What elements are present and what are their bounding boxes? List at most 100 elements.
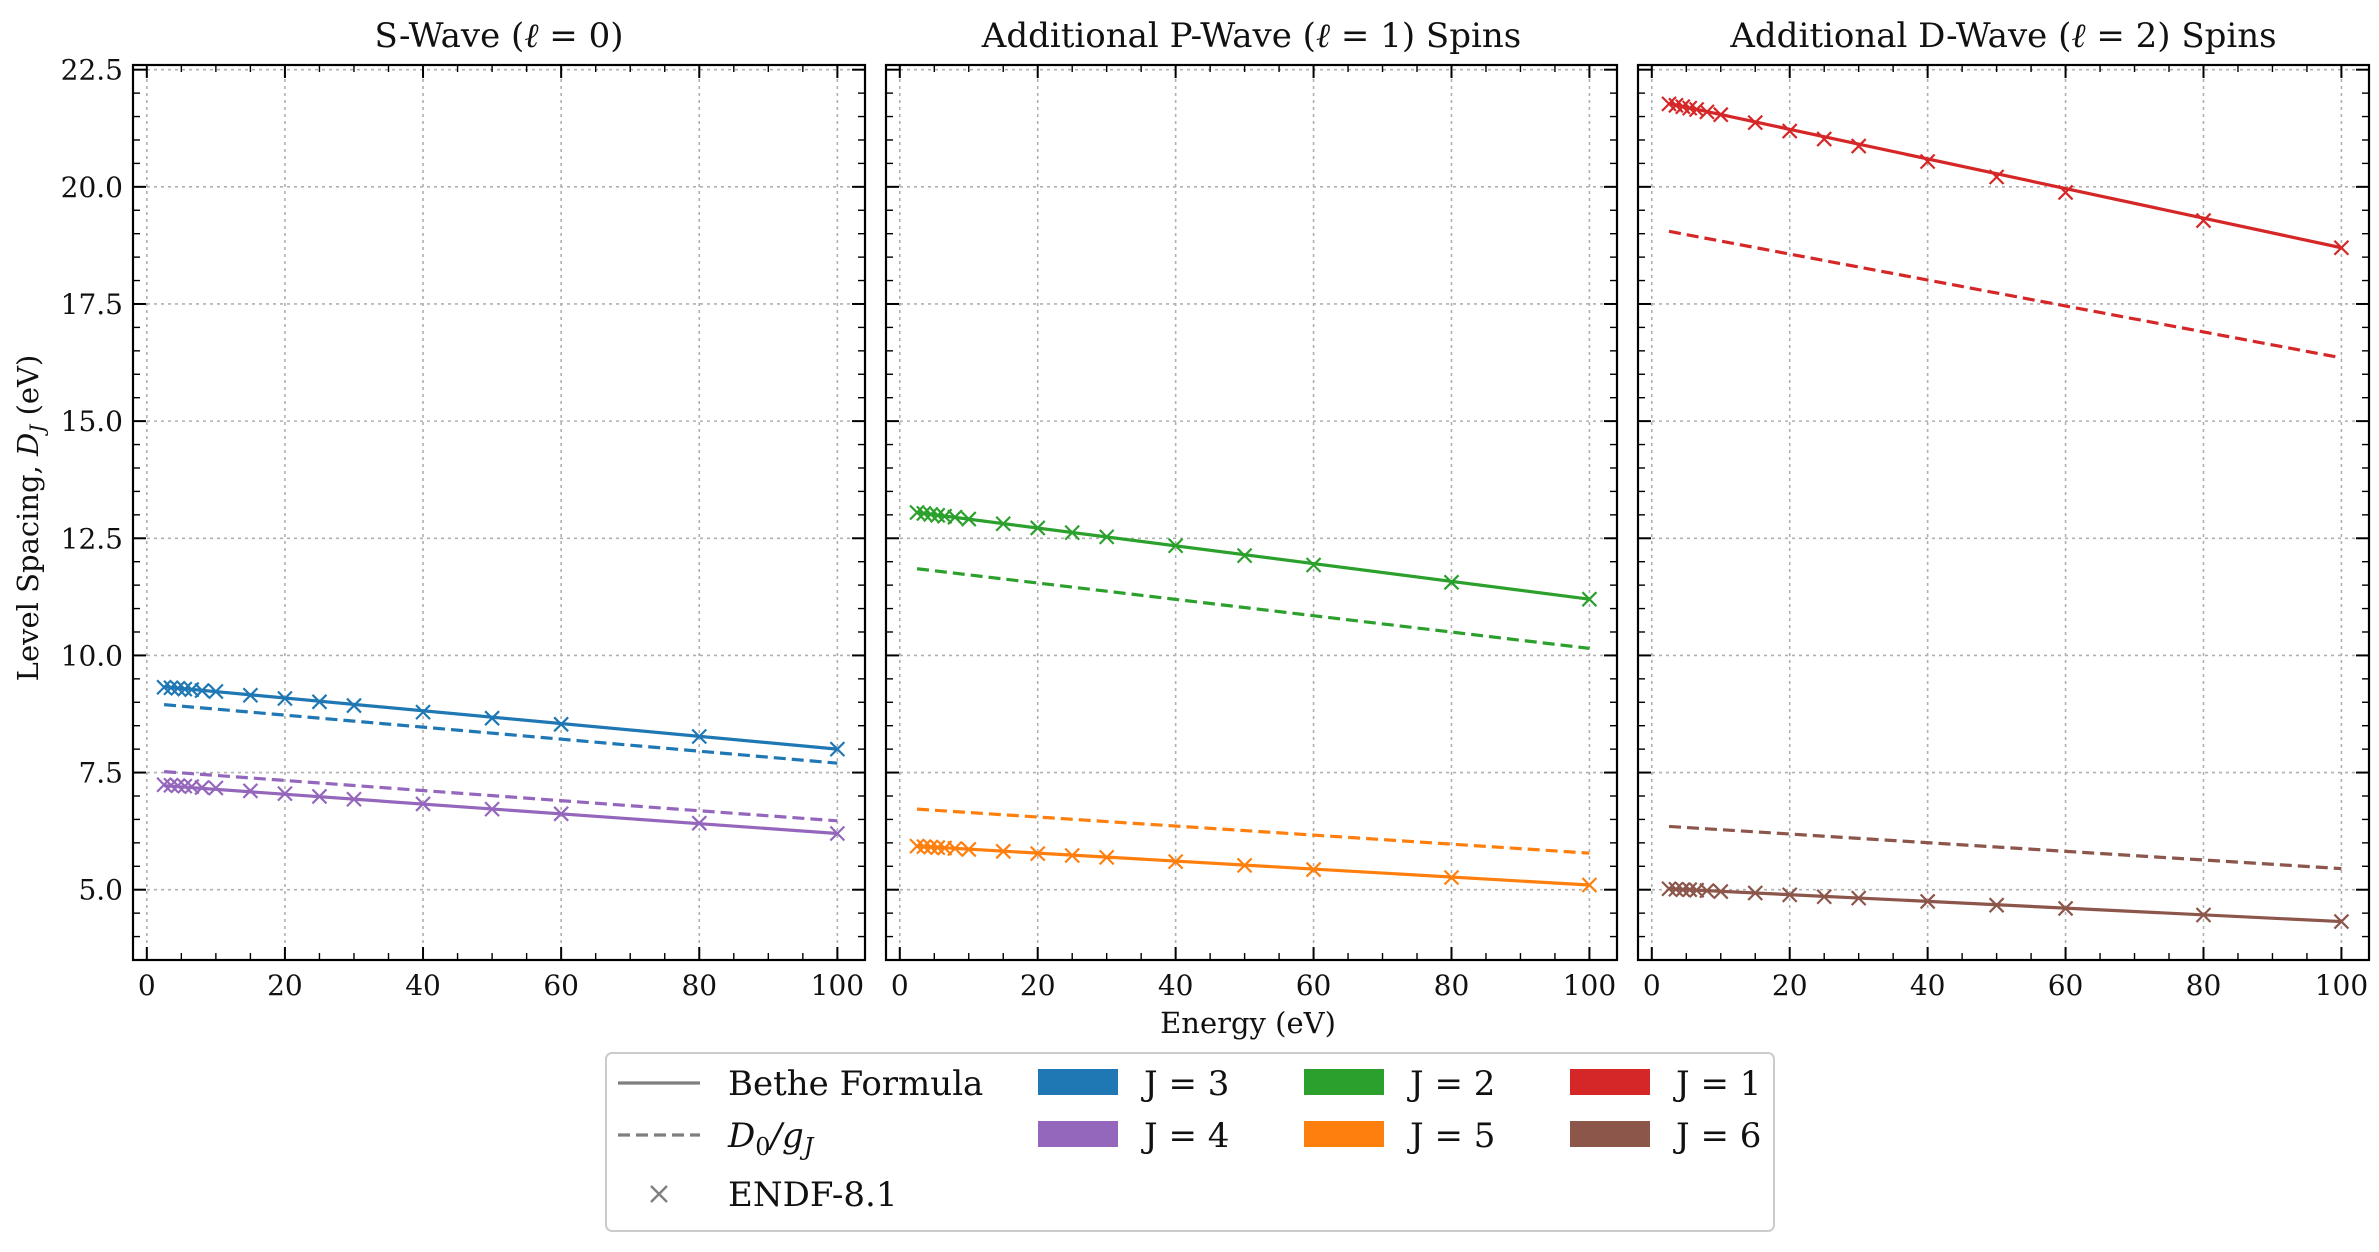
data-point-marker (2195, 212, 2212, 229)
y-tick-label: 10.0 (61, 639, 123, 672)
data-point-marker (1816, 888, 1832, 905)
data-point-marker (346, 697, 362, 714)
legend: Bethe Formula D0/gJ ENDF-8.1 J = 3 J = 4 J = … (605, 1052, 1775, 1232)
legend-color-swatch (1570, 1069, 1650, 1095)
x-tick-label: 20 (267, 969, 303, 1002)
data-point-marker (1064, 524, 1080, 541)
data-point-marker (1850, 890, 1867, 906)
data-point-marker (1167, 853, 1184, 870)
data-point-marker (1675, 881, 1691, 898)
data-point-marker (1668, 881, 1684, 898)
legend-color-swatch (1304, 1069, 1384, 1095)
data-point-marker (691, 815, 708, 831)
data-point-marker (1816, 131, 1832, 147)
data-point-marker (277, 690, 293, 707)
data-point-marker (1029, 845, 1046, 862)
legend-label: J = 1 (1673, 1064, 1761, 1104)
series-line (916, 844, 1590, 887)
series-line-dashed (916, 807, 1590, 855)
data-point-marker (208, 683, 224, 700)
data-point-marker (829, 825, 846, 842)
y-tick-label: 22.5 (61, 54, 123, 87)
x-tick-label: 20 (1772, 969, 1808, 1002)
data-point-marker (909, 838, 925, 854)
data-point-marker (1919, 153, 1936, 170)
y-tick-label: 15.0 (61, 405, 123, 438)
data-point-marker (1681, 881, 1698, 898)
data-point-marker (691, 728, 708, 745)
data-point-marker (916, 838, 932, 855)
legend-label: D0/gJ (727, 1116, 815, 1161)
data-point-marker (2333, 913, 2350, 930)
data-point-marker (2333, 239, 2350, 256)
x-tick-label: 0 (891, 969, 909, 1002)
x-tick-label: 80 (2186, 969, 2222, 1002)
data-point-marker (242, 783, 259, 799)
data-point-marker (1443, 869, 1460, 886)
data-point-marker (1029, 520, 1046, 536)
x-tick-label: 40 (1910, 969, 1946, 1002)
data-point-marker (1064, 847, 1080, 864)
data-point-marker (1699, 104, 1715, 120)
panel-title: S-Wave (ℓ = 0) (374, 16, 623, 56)
data-point-marker (346, 791, 362, 808)
data-point-marker (1747, 114, 1764, 131)
data-point-marker (208, 780, 224, 796)
series-line (163, 784, 838, 836)
x-tick-label: 60 (1296, 969, 1332, 1002)
data-point-marker (177, 778, 193, 794)
data-point-marker (194, 682, 210, 699)
legend-label: Bethe Formula (728, 1064, 983, 1104)
data-point-marker (163, 679, 179, 696)
y-tick-label: 12.5 (61, 522, 123, 555)
plot-frame (1636, 63, 2371, 962)
y-tick-label: 7.5 (78, 757, 123, 790)
series-line (1668, 101, 2342, 250)
legend-label: J = 3 (1141, 1064, 1229, 1104)
data-point-marker (1699, 882, 1715, 899)
series-line-dashed (1668, 229, 2342, 360)
x-axis-label: Energy (eV) (1160, 1006, 1336, 1040)
data-point-marker (1712, 106, 1729, 123)
data-point-marker (163, 777, 179, 793)
data-point-marker (995, 515, 1012, 532)
data-point-marker (2195, 907, 2212, 923)
data-point-marker (829, 741, 846, 757)
panel-3: Additional D-Wave (ℓ = 2) Spins 0 20 40 60 80… (1636, 16, 2371, 1002)
data-point-marker (947, 509, 963, 525)
data-point-marker (484, 801, 500, 817)
data-point-marker (177, 681, 193, 697)
data-point-marker (960, 841, 977, 858)
data-point-marker (194, 779, 210, 796)
x-tick-label: 0 (138, 969, 156, 1002)
legend-color-swatch (1570, 1121, 1650, 1147)
panel-title: Additional P-Wave (ℓ = 1) Spins (981, 16, 1521, 56)
data-point-marker (415, 704, 431, 720)
x-tick-label: 0 (1643, 969, 1661, 1002)
x-tick-label: 100 (811, 969, 864, 1002)
plot-frame (131, 63, 867, 962)
series-line-dashed (916, 567, 1590, 650)
x-tick-label: 60 (2048, 969, 2084, 1002)
legend-color-swatch (1038, 1121, 1118, 1147)
x-tick-label: 60 (543, 969, 579, 1002)
data-point-marker (1988, 169, 2005, 185)
series-line (916, 510, 1590, 601)
legend-color-swatch (1304, 1121, 1384, 1147)
data-point-marker (2057, 900, 2074, 917)
data-point-marker (1098, 849, 1115, 866)
x-tick-label: 80 (681, 969, 717, 1002)
data-point-marker (156, 776, 172, 793)
x-tick-label: 20 (1020, 969, 1056, 1002)
data-point-marker (156, 679, 172, 696)
data-point-marker (1305, 861, 1322, 878)
data-point-marker (1581, 591, 1598, 607)
series-line (163, 685, 838, 751)
x-tick-label: 40 (405, 969, 441, 1002)
x-tick-label: 40 (1158, 969, 1194, 1002)
data-point-marker (1781, 887, 1798, 903)
data-point-marker (1581, 877, 1598, 893)
panel-title: Additional D-Wave (ℓ = 2) Spins (1729, 16, 2276, 56)
data-point-marker (1781, 123, 1798, 139)
